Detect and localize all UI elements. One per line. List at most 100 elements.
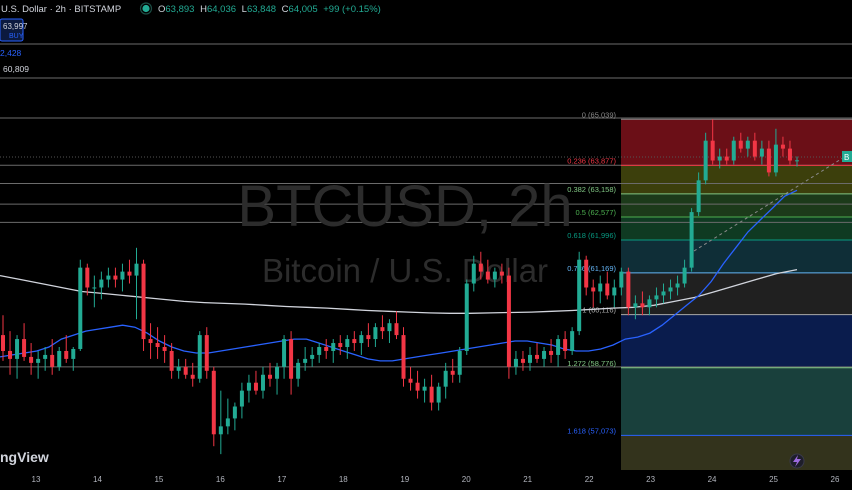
candle-body: [289, 339, 294, 379]
candle-body: [99, 279, 104, 288]
ohlc-readout: O63,893 H64,036 L63,848 C64,005 +99 (+0.…: [158, 4, 381, 15]
candle-body: [275, 366, 280, 379]
candle-body: [345, 339, 350, 347]
x-tick-label: 24: [708, 475, 717, 484]
candle-body: [190, 374, 195, 379]
fib-label-0: 0 (65,039): [582, 110, 617, 119]
candle-body: [268, 374, 273, 379]
chart-header: U.S. Dollar · 2h · BITSTAMP O63,893 H64,…: [1, 2, 381, 15]
lightning-icon[interactable]: [789, 453, 805, 469]
x-tick-label: 26: [831, 475, 840, 484]
candle-body: [654, 295, 659, 300]
x-tick-label: 23: [646, 475, 655, 484]
candle-body: [296, 362, 301, 379]
candle-body: [759, 148, 764, 157]
candle-body: [352, 339, 357, 344]
candle-body: [598, 283, 603, 292]
x-tick-label: 19: [400, 475, 409, 484]
candle-body: [8, 350, 13, 359]
candle-body: [246, 382, 251, 391]
candle-body: [710, 140, 715, 161]
candle-body: [436, 386, 441, 403]
candle-body: [605, 283, 610, 296]
fib-zone-0.236: [621, 165, 852, 194]
candle-body: [1, 335, 5, 351]
fib-label-0.5: 0.5 (62,577): [576, 208, 617, 217]
candle-body: [78, 267, 83, 349]
candle-body: [499, 271, 504, 276]
candle-body: [22, 339, 27, 357]
candle-body: [647, 299, 652, 308]
x-tick-label: 22: [585, 475, 594, 484]
candle-body: [668, 287, 673, 292]
candle-body: [408, 378, 413, 383]
candle-body: [527, 354, 532, 363]
candle-body: [429, 386, 434, 403]
candle-body: [303, 358, 308, 363]
buy-price: 63,997: [3, 22, 28, 31]
candle-body: [696, 180, 701, 213]
fib-zone-0.5: [621, 216, 852, 241]
candle-body: [134, 263, 139, 276]
candle-body: [127, 271, 132, 276]
fib-retracement-tool[interactable]: 0 (65,039) 0.236 (63,877) 0.382 (63,158) 0.…: [567, 110, 852, 436]
candle-body: [141, 263, 146, 340]
candle-body: [394, 323, 399, 336]
candle-body: [731, 140, 736, 161]
candle-body: [570, 331, 575, 351]
x-tick-label: 13: [32, 475, 41, 484]
candle-body: [57, 350, 62, 367]
candle-body: [506, 275, 511, 367]
candle-body: [239, 390, 244, 407]
candlestick-series: [1, 119, 799, 455]
candle-body: [717, 156, 722, 161]
candle-body: [478, 263, 483, 272]
x-tick-label: 25: [769, 475, 778, 484]
x-axis: 13 14 15 16 17 18 19 20 21 22 23 24 25 26: [32, 475, 840, 484]
candle-body: [724, 156, 729, 161]
candle-body: [415, 382, 420, 391]
candle-body: [380, 327, 385, 332]
buy-button[interactable]: 63,997 BUY: [0, 18, 28, 42]
candle-body: [773, 144, 778, 173]
candle-body: [513, 358, 518, 367]
watermark-symbol: BTCUSD, 2h: [237, 174, 572, 239]
x-tick-label: 17: [277, 475, 286, 484]
candle-body: [795, 160, 799, 162]
candle-body: [577, 259, 582, 332]
candle-body: [169, 350, 174, 371]
candle-body: [211, 370, 216, 435]
candle-body: [113, 275, 118, 280]
candle-body: [450, 370, 455, 375]
candle-body: [485, 271, 490, 280]
candle-body: [15, 339, 20, 359]
x-tick-label: 21: [523, 475, 532, 484]
ma-slow-line: [0, 268, 798, 314]
status-dot-icon-ring: [139, 2, 153, 15]
candle-body: [29, 356, 34, 363]
candle-body: [232, 406, 237, 419]
candle-body: [745, 140, 750, 149]
candle-body: [387, 323, 392, 332]
candle-body: [282, 339, 287, 367]
candle-body: [197, 335, 202, 379]
candle-body: [331, 343, 336, 351]
status-dot-icon: [142, 4, 150, 13]
fib-zone-0: [621, 119, 852, 166]
x-tick-label: 14: [93, 475, 102, 484]
fib-zone-0.382: [621, 193, 852, 217]
candle-body: [640, 303, 645, 308]
price-tag-label: B: [844, 153, 849, 162]
fib-zone-0.786: [621, 272, 852, 315]
fib-zone-1.618: [621, 435, 852, 470]
x-tick-label: 20: [462, 475, 471, 484]
candle-body: [542, 350, 547, 359]
fib-label-1: 1 (60,116): [582, 306, 616, 315]
candle-body: [324, 347, 329, 351]
candle-body: [64, 350, 69, 359]
fib-label-0.786: 0.786 (61,169): [567, 264, 616, 273]
fib-label-1.272: 1.272 (58,776): [567, 359, 616, 368]
candle-body: [71, 348, 76, 359]
